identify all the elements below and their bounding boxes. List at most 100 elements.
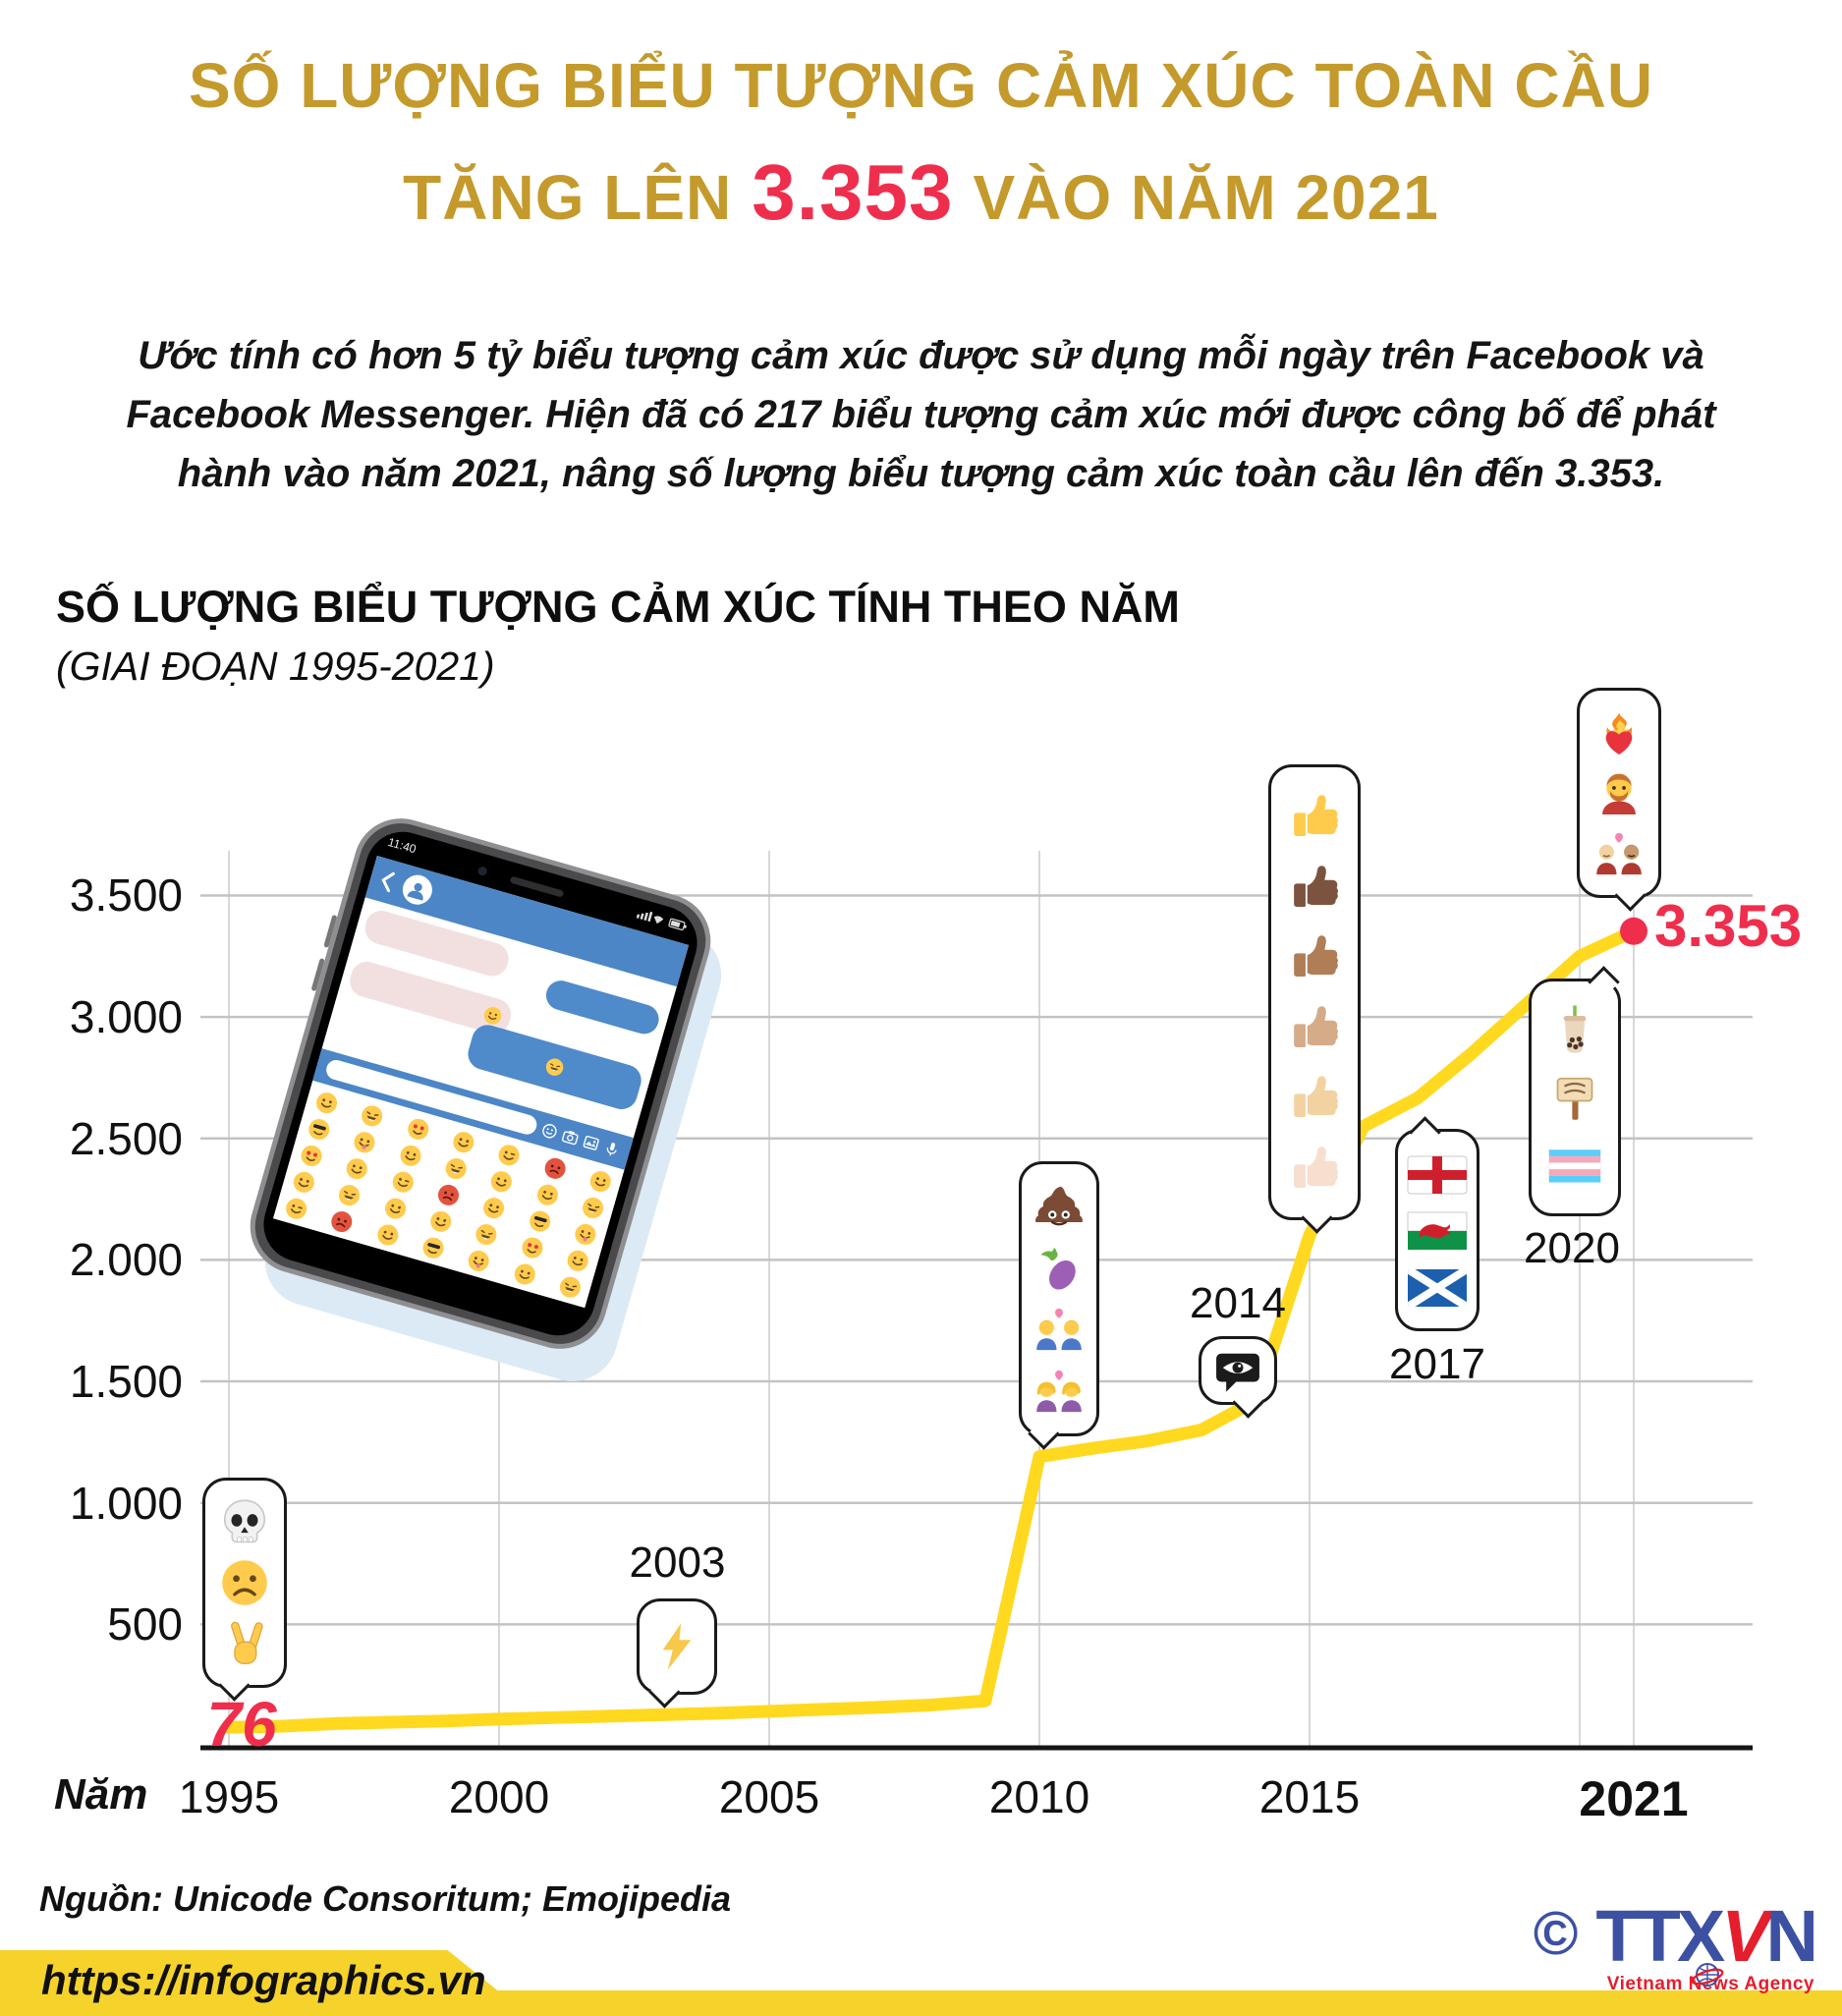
keyboard-smiley-icon [426,1206,456,1236]
keyboard-smiley-icon [343,1154,372,1184]
frowning-face-emoji-icon [218,1556,271,1609]
keyboard-smiley-icon [465,1247,494,1276]
start-value-label: 76 [206,1689,277,1760]
keyboard-smiley-icon [282,1194,311,1223]
callout-2017 [1395,1116,1479,1331]
keyboard-smiley-icon [404,1114,433,1144]
eggplant-emoji-icon [1033,1242,1086,1295]
y-tick-1000: 1.000 [69,1477,183,1529]
keyboard-smiley-icon [487,1167,517,1197]
ttxvn-logo: © TTXVN Vietnam News Agency [1533,1900,1818,1995]
keyboard-smiley-icon [380,1194,410,1223]
callout-2020 [1529,966,1621,1216]
emoji-keyboard-row [290,1168,592,1276]
ttxvn-wordmark: TTXVN Vietnam News Agency [1595,1900,1818,1995]
x-tick-2005: 2005 [718,1771,820,1822]
callout-year-2003: 2003 [629,1539,726,1587]
keyboard-smiley-icon [297,1142,326,1171]
keyboard-smiley-icon [388,1167,418,1197]
emoji-keyboard-row [305,1115,607,1223]
camera-icon [561,1127,581,1147]
chart-title: SỐ LƯỢNG BIỂU TƯỢNG CẢM XÚC TÍNH THEO NĂ… [56,582,1180,632]
person-beard-emoji-icon [1592,766,1646,819]
keyboard-smiley-icon [419,1233,448,1262]
keyboard-smiley-icon [335,1181,364,1210]
end-value-label: 3.353 [1654,893,1803,959]
y-tick-2000: 2.000 [69,1234,183,1286]
callout-2014 [1199,1336,1277,1419]
keyboard-smiley-icon [540,1153,570,1183]
y-tick-2500: 2.500 [69,1112,183,1164]
sent-message-bubble [464,1021,645,1113]
eye-in-speech-bubble-emoji-icon [1211,1347,1264,1400]
pile-of-poo-emoji-icon [1033,1180,1086,1233]
keyboard-smiley-icon [472,1220,501,1250]
couple-heart-men-skin-emoji-icon [1592,827,1646,880]
laughing-emoji-icon [542,1055,567,1080]
thumbs-up-emoji-icon [1286,788,1343,845]
callout-1995 [202,1478,287,1702]
emoji-keyboard-icon [540,1121,560,1141]
callout-year-2014: 2014 [1190,1279,1286,1327]
intro-paragraph: Ước tính có hơn 5 tỷ biểu tượng cảm xúc … [126,334,1716,495]
back-chevron-icon [381,871,395,893]
signal-wifi-battery-icon [636,911,687,930]
smartphone-illustration: 11:40 [239,807,722,1361]
page-title-line2: TĂNG LÊN 3.353 VÀO NĂM 2021 [0,147,1842,238]
keyboard-smiley-icon [441,1154,471,1184]
couple-heart-women-emoji-icon [1033,1365,1086,1418]
keyboard-smiley-icon [290,1168,319,1198]
page-title-line1: SỐ LƯỢNG BIỂU TƯỢNG CẢM XÚC TOÀN CẦU [188,50,1654,121]
keyboard-smiley-icon [327,1207,357,1237]
thumbs-up-dark-emoji-icon [1286,859,1343,916]
chat-area [322,897,677,1138]
mic-icon [602,1140,622,1159]
keyboard-smiley-icon [305,1115,334,1145]
thumbs-up-medium-dark-emoji-icon [1286,928,1343,985]
callout-year-2020: 2020 [1524,1224,1620,1272]
y-tick-500: 500 [107,1598,183,1651]
ttxvn-v: V [1721,1895,1769,1977]
phone-front-camera [476,866,488,877]
wales-flag-emoji-icon [1406,1207,1469,1253]
gallery-icon [582,1134,601,1153]
end-point-marker [1620,917,1647,945]
bubble-tea-emoji-icon [1547,1002,1602,1057]
emoji-keyboard-row [282,1194,585,1302]
phone-status-time: 11:40 [386,834,419,857]
keyboard-smiley-icon [532,1180,562,1209]
keyboard-smiley-icon [495,1141,525,1170]
ttxvn-ttx: TTX [1595,1895,1725,1977]
keyboard-smiley-icon [396,1141,425,1170]
phone-bezel: 11:40 [254,822,706,1345]
x-tick-2021: 2021 [1579,1771,1689,1826]
keyboard-smiley-icon [449,1128,478,1157]
skull-emoji-icon [218,1496,271,1549]
x-tick-2000: 2000 [448,1771,550,1822]
ttxvn-letters: TTXVN [1595,1900,1818,1987]
keyboard-smiley-icon [579,1194,608,1223]
emoji-keyboard-row [297,1142,599,1250]
copyright-icon: © [1533,1900,1579,1968]
page-title-highlight-number: 3.353 [752,148,954,236]
keyboard-smiley-icon [358,1101,387,1131]
high-voltage-emoji-icon [650,1620,703,1673]
ttxvn-n: N [1765,1895,1818,1977]
page-title-line2-prefix: TĂNG LÊN [403,162,733,233]
keyboard-smiley-icon [373,1220,403,1250]
keyboard-smiley-icon [556,1272,586,1302]
chart-subtitle: (GIAI ĐOẠN 1995-2021) [56,644,495,689]
england-flag-emoji-icon [1406,1151,1469,1197]
callout-2003 [637,1598,717,1708]
placard-emoji-icon [1547,1070,1602,1125]
thumbs-up-medium-light-emoji-icon [1286,1069,1343,1126]
callout-2010 [1019,1161,1099,1450]
emoji-count-trend-line [222,924,1641,1734]
emoji-keyboard-row [312,1089,615,1197]
keyboard-smiley-icon [571,1220,600,1250]
x-tick-2015: 2015 [1258,1771,1361,1822]
thumbs-up-light-emoji-icon [1286,1140,1343,1197]
transgender-flag-emoji-icon [1547,1138,1602,1193]
keyboard-smiley-icon [563,1246,592,1275]
